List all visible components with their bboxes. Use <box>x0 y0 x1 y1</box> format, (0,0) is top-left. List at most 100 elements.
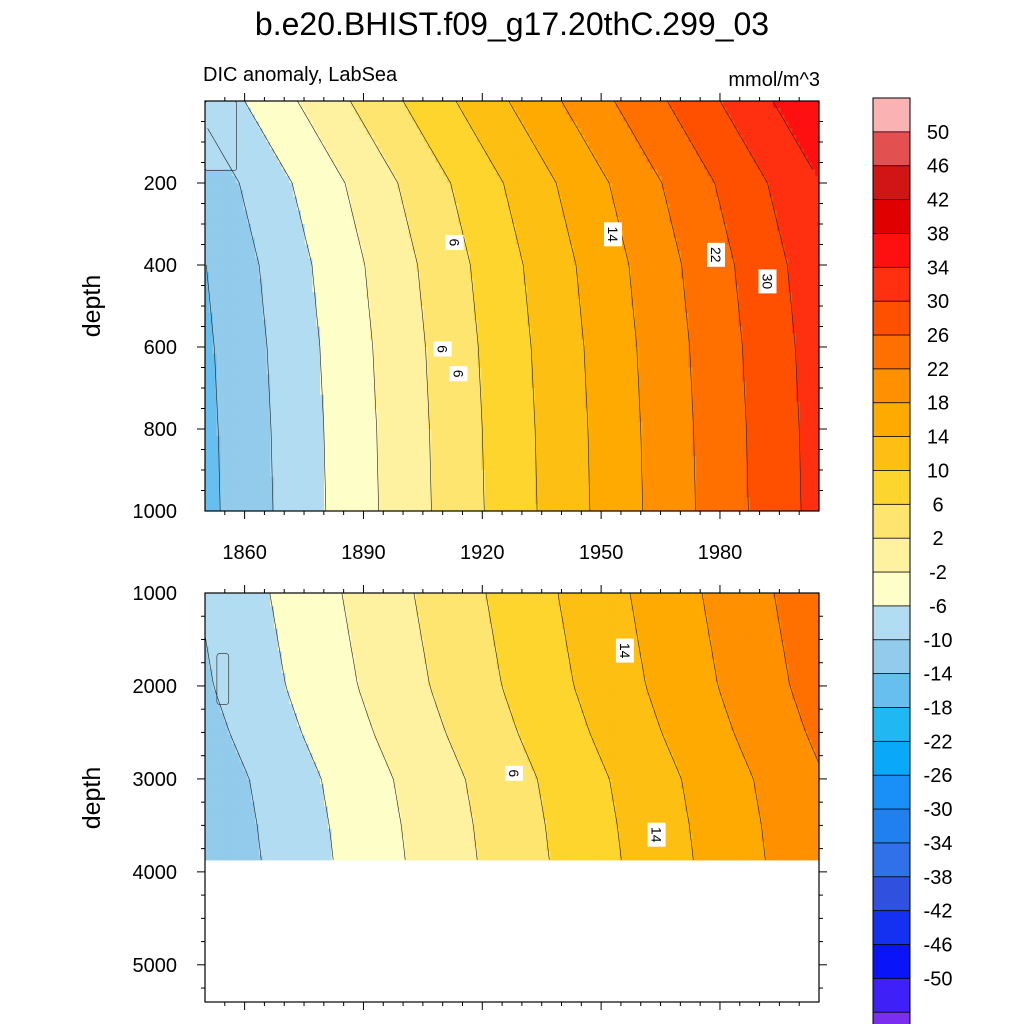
contour-fill-cell <box>224 196 229 205</box>
contour-fill-cell <box>799 306 805 314</box>
contour-fill-cell <box>504 306 509 314</box>
contour-fill-cell <box>531 107 536 116</box>
contour-fill-cell <box>512 176 517 184</box>
contour-fill-cell <box>523 121 528 129</box>
contour-fill-cell <box>661 217 667 225</box>
contour-fill-cell <box>646 244 651 252</box>
contour-fill-cell <box>343 230 348 239</box>
contour-fill-cell <box>343 258 348 266</box>
contour-fill-cell <box>619 292 624 300</box>
contour-fill-cell <box>538 244 544 252</box>
contour-fill-cell <box>700 183 705 191</box>
contour-fill-cell <box>465 183 471 191</box>
contour-fill-cell <box>339 306 344 314</box>
contour-fill-cell <box>696 217 701 225</box>
contour-fill-cell <box>569 299 574 307</box>
contour-fill-cell <box>623 306 628 314</box>
contour-fill-cell <box>416 237 421 246</box>
contour-fill-cell <box>473 258 479 266</box>
contour-fill-cell <box>696 107 701 116</box>
contour-fill-cell <box>577 203 582 211</box>
contour-fill-cell <box>216 292 221 300</box>
contour-fill-cell <box>370 306 375 314</box>
contour-fill-cell <box>408 278 413 287</box>
contour-fill-cell <box>661 258 667 266</box>
contour-fill-cell <box>611 306 617 314</box>
contour-fill-cell <box>707 142 713 150</box>
contour-fill-cell <box>423 258 429 266</box>
contour-fill-cell <box>239 183 244 191</box>
contour-fill-cell <box>439 210 444 218</box>
contour-fill-cell <box>665 306 670 314</box>
contour-fill-cell <box>343 196 348 205</box>
contour-fill-cell <box>673 285 678 293</box>
contour-fill-cell <box>680 196 686 205</box>
contour-fill-cell <box>653 271 659 280</box>
contour-fill-cell <box>692 258 697 266</box>
contour-fill-cell <box>623 189 628 198</box>
contour-fill-cell <box>251 278 256 287</box>
contour-fill-cell <box>239 142 244 150</box>
contour-fill-cell <box>554 114 559 123</box>
contour-fill-cell <box>707 148 713 157</box>
contour-fill-cell <box>650 114 655 123</box>
contour-fill-cell <box>588 189 594 198</box>
contour-fill-cell <box>262 101 267 109</box>
contour-fill-cell <box>711 148 716 157</box>
contour-fill-cell <box>416 285 421 293</box>
contour-fill-cell <box>630 230 636 239</box>
contour-fill-cell <box>531 189 536 198</box>
contour-fill-cell <box>300 258 306 266</box>
contour-fill-cell <box>285 237 291 246</box>
contour-fill-cell <box>435 292 440 300</box>
contour-fill-cell <box>680 135 686 143</box>
contour-fill-cell <box>297 142 302 150</box>
contour-fill-cell <box>247 224 252 232</box>
contour-fill-cell <box>795 244 801 252</box>
contour-fill-cell <box>630 203 636 211</box>
contour-fill-cell <box>531 237 536 246</box>
contour-fill-cell <box>646 292 651 300</box>
contour-fill-cell <box>634 196 640 205</box>
contour-fill-cell <box>512 121 517 129</box>
contour-fill-cell <box>688 155 693 164</box>
contour-fill-cell <box>274 169 279 177</box>
contour-fill-cell <box>615 292 621 300</box>
contour-fill-cell <box>700 135 705 143</box>
contour-fill-cell <box>454 265 459 273</box>
contour-fill-cell <box>723 258 728 266</box>
contour-fill-cell <box>370 278 375 287</box>
contour-fill-cell <box>289 196 294 205</box>
contour-fill-cell <box>335 265 340 273</box>
contour-fill-cell <box>412 169 417 177</box>
contour-fill-cell <box>312 306 317 314</box>
contour-fill-cell <box>312 128 317 136</box>
contour-fill-cell <box>312 224 317 232</box>
contour-fill-cell <box>604 155 609 164</box>
contour-fill-cell <box>634 148 640 157</box>
contour-fill-cell <box>235 128 241 136</box>
contour-fill-cell <box>638 237 644 246</box>
contour-fill-cell <box>630 258 636 266</box>
contour-fill-cell <box>243 183 248 191</box>
contour-fill-cell <box>266 224 271 232</box>
contour-fill-cell <box>734 176 740 184</box>
contour-fill-cell <box>462 299 467 307</box>
contour-fill-cell <box>688 258 693 266</box>
contour-fill-cell <box>623 114 628 123</box>
contour-fill-cell <box>454 169 459 177</box>
contour-fill-cell <box>561 155 567 164</box>
contour-fill-cell <box>385 203 390 211</box>
contour-fill-cell <box>473 306 479 314</box>
contour-fill-cell <box>527 169 532 177</box>
contour-fill-cell <box>412 271 417 280</box>
contour-fill-cell <box>251 230 256 239</box>
contour-fill-cell <box>427 196 433 205</box>
contour-fill-cell <box>673 210 678 218</box>
contour-fill-cell <box>277 121 283 129</box>
contour-fill-cell <box>308 237 314 246</box>
contour-fill-cell <box>723 292 728 300</box>
contour-fill-cell <box>335 128 340 136</box>
contour-fill-cell <box>719 155 724 164</box>
contour-fill-cell <box>435 121 440 129</box>
